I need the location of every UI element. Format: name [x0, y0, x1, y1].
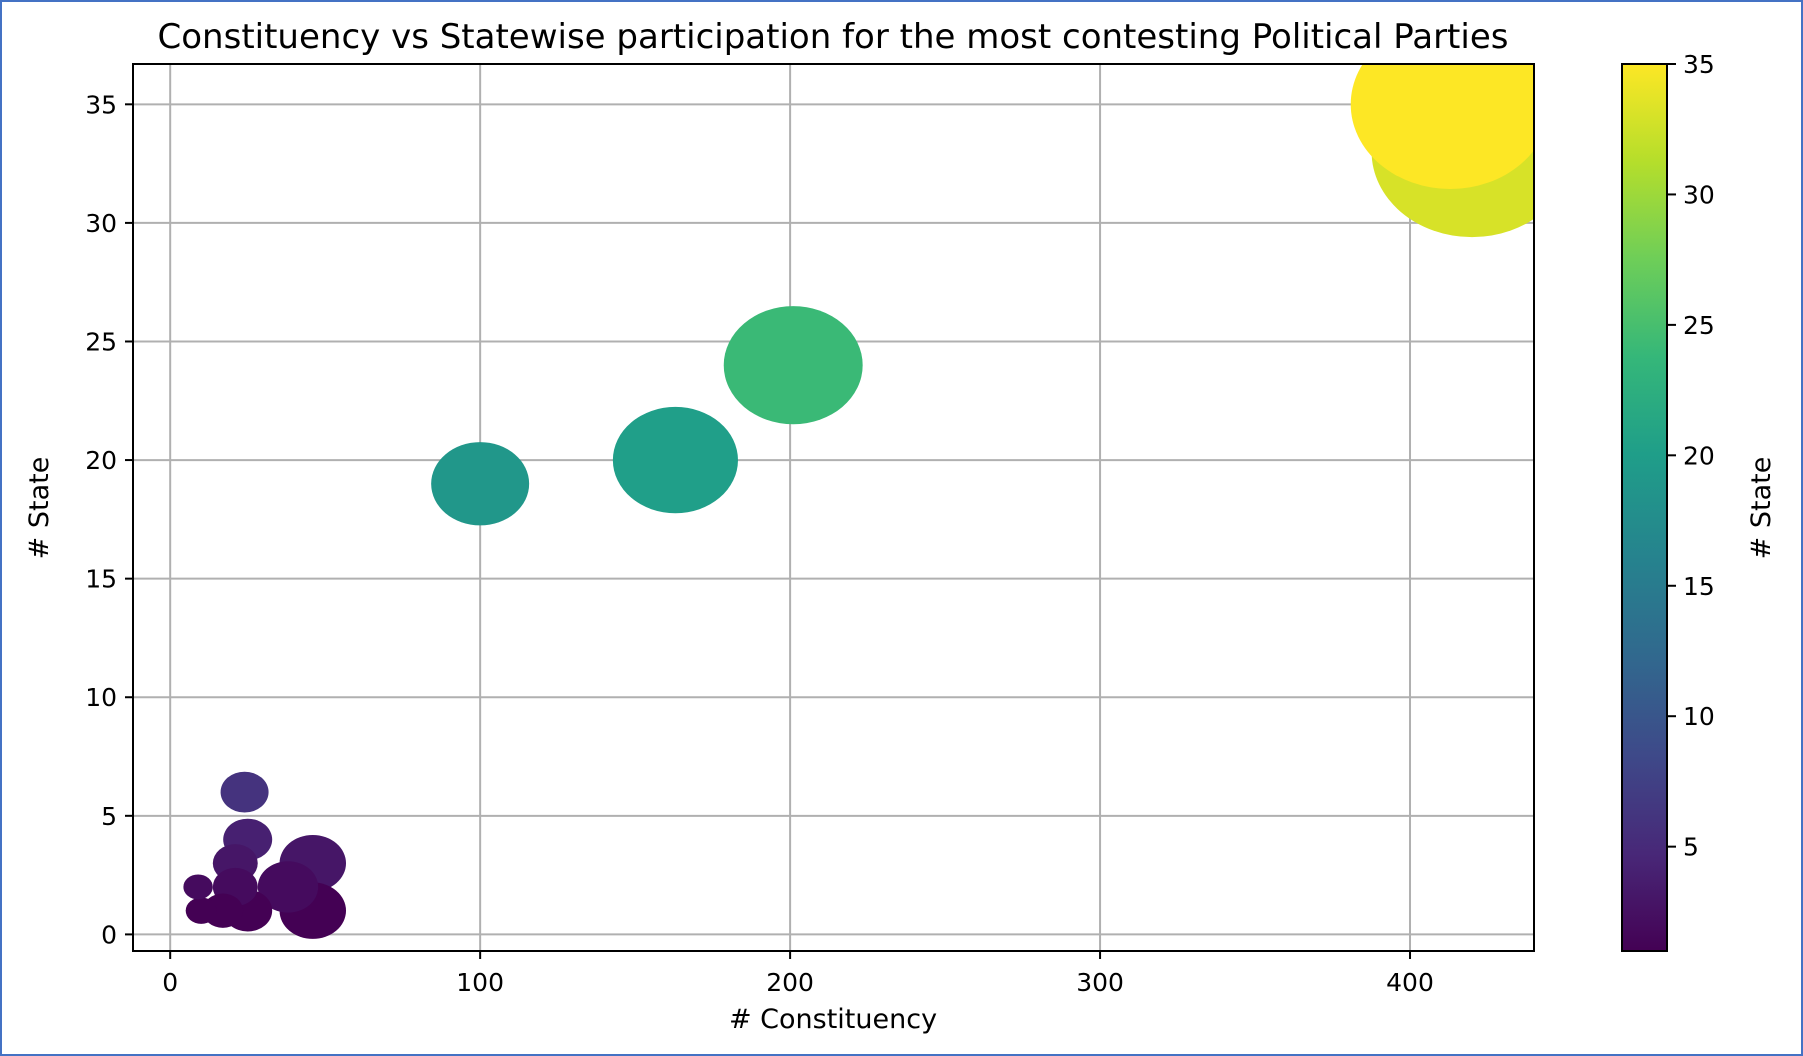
scatter-point: [257, 861, 319, 913]
x-tick-label: 300: [1076, 968, 1124, 997]
y-axis-ticks: 0 5 10 15 20 25 30 35: [85, 90, 133, 949]
colorbar-ticks: 5 10 15 20 25 30 35: [1667, 50, 1715, 862]
y-tick-label: 15: [85, 565, 117, 594]
scatter-point: [220, 771, 269, 813]
grid-lines: [133, 64, 1534, 951]
y-tick-label: 35: [85, 90, 117, 119]
scatter-point: [612, 406, 738, 514]
colorbar-tick-label: 10: [1683, 702, 1715, 731]
colorbar-tick-label: 35: [1683, 50, 1715, 79]
colorbar-tick-label: 30: [1683, 180, 1715, 209]
scatter-point: [1350, 64, 1534, 189]
colorbar-tick-label: 25: [1683, 311, 1715, 340]
x-tick-label: 400: [1386, 968, 1434, 997]
colorbar-tick-label: 5: [1683, 833, 1699, 862]
colorbar-label: # State: [1746, 457, 1777, 560]
chart-title: Constituency vs Statewise participation …: [158, 17, 1509, 57]
scatter-point: [431, 442, 530, 526]
y-tick-label: 20: [85, 446, 117, 475]
colorbar-tick-label: 15: [1683, 572, 1715, 601]
x-tick-label: 200: [766, 968, 814, 997]
x-tick-label: 0: [162, 968, 178, 997]
scatter-point: [183, 874, 213, 900]
y-tick-label: 0: [101, 920, 117, 949]
colorbar-tick-label: 20: [1683, 441, 1715, 470]
x-axis-label: # Constituency: [729, 1004, 937, 1035]
y-axis-label: # State: [24, 457, 55, 560]
y-tick-label: 5: [101, 802, 117, 831]
plot-area-frame: [132, 63, 1535, 952]
y-tick-label: 25: [85, 327, 117, 356]
scatter-points: [183, 64, 1534, 939]
scatter-point: [185, 897, 217, 924]
x-axis-ticks: 0 100 200 300 400: [162, 951, 1434, 997]
y-tick-label: 10: [85, 683, 117, 712]
scatter-point: [723, 306, 863, 425]
colorbar: [1621, 63, 1668, 952]
y-tick-label: 30: [85, 209, 117, 238]
x-tick-label: 100: [456, 968, 504, 997]
